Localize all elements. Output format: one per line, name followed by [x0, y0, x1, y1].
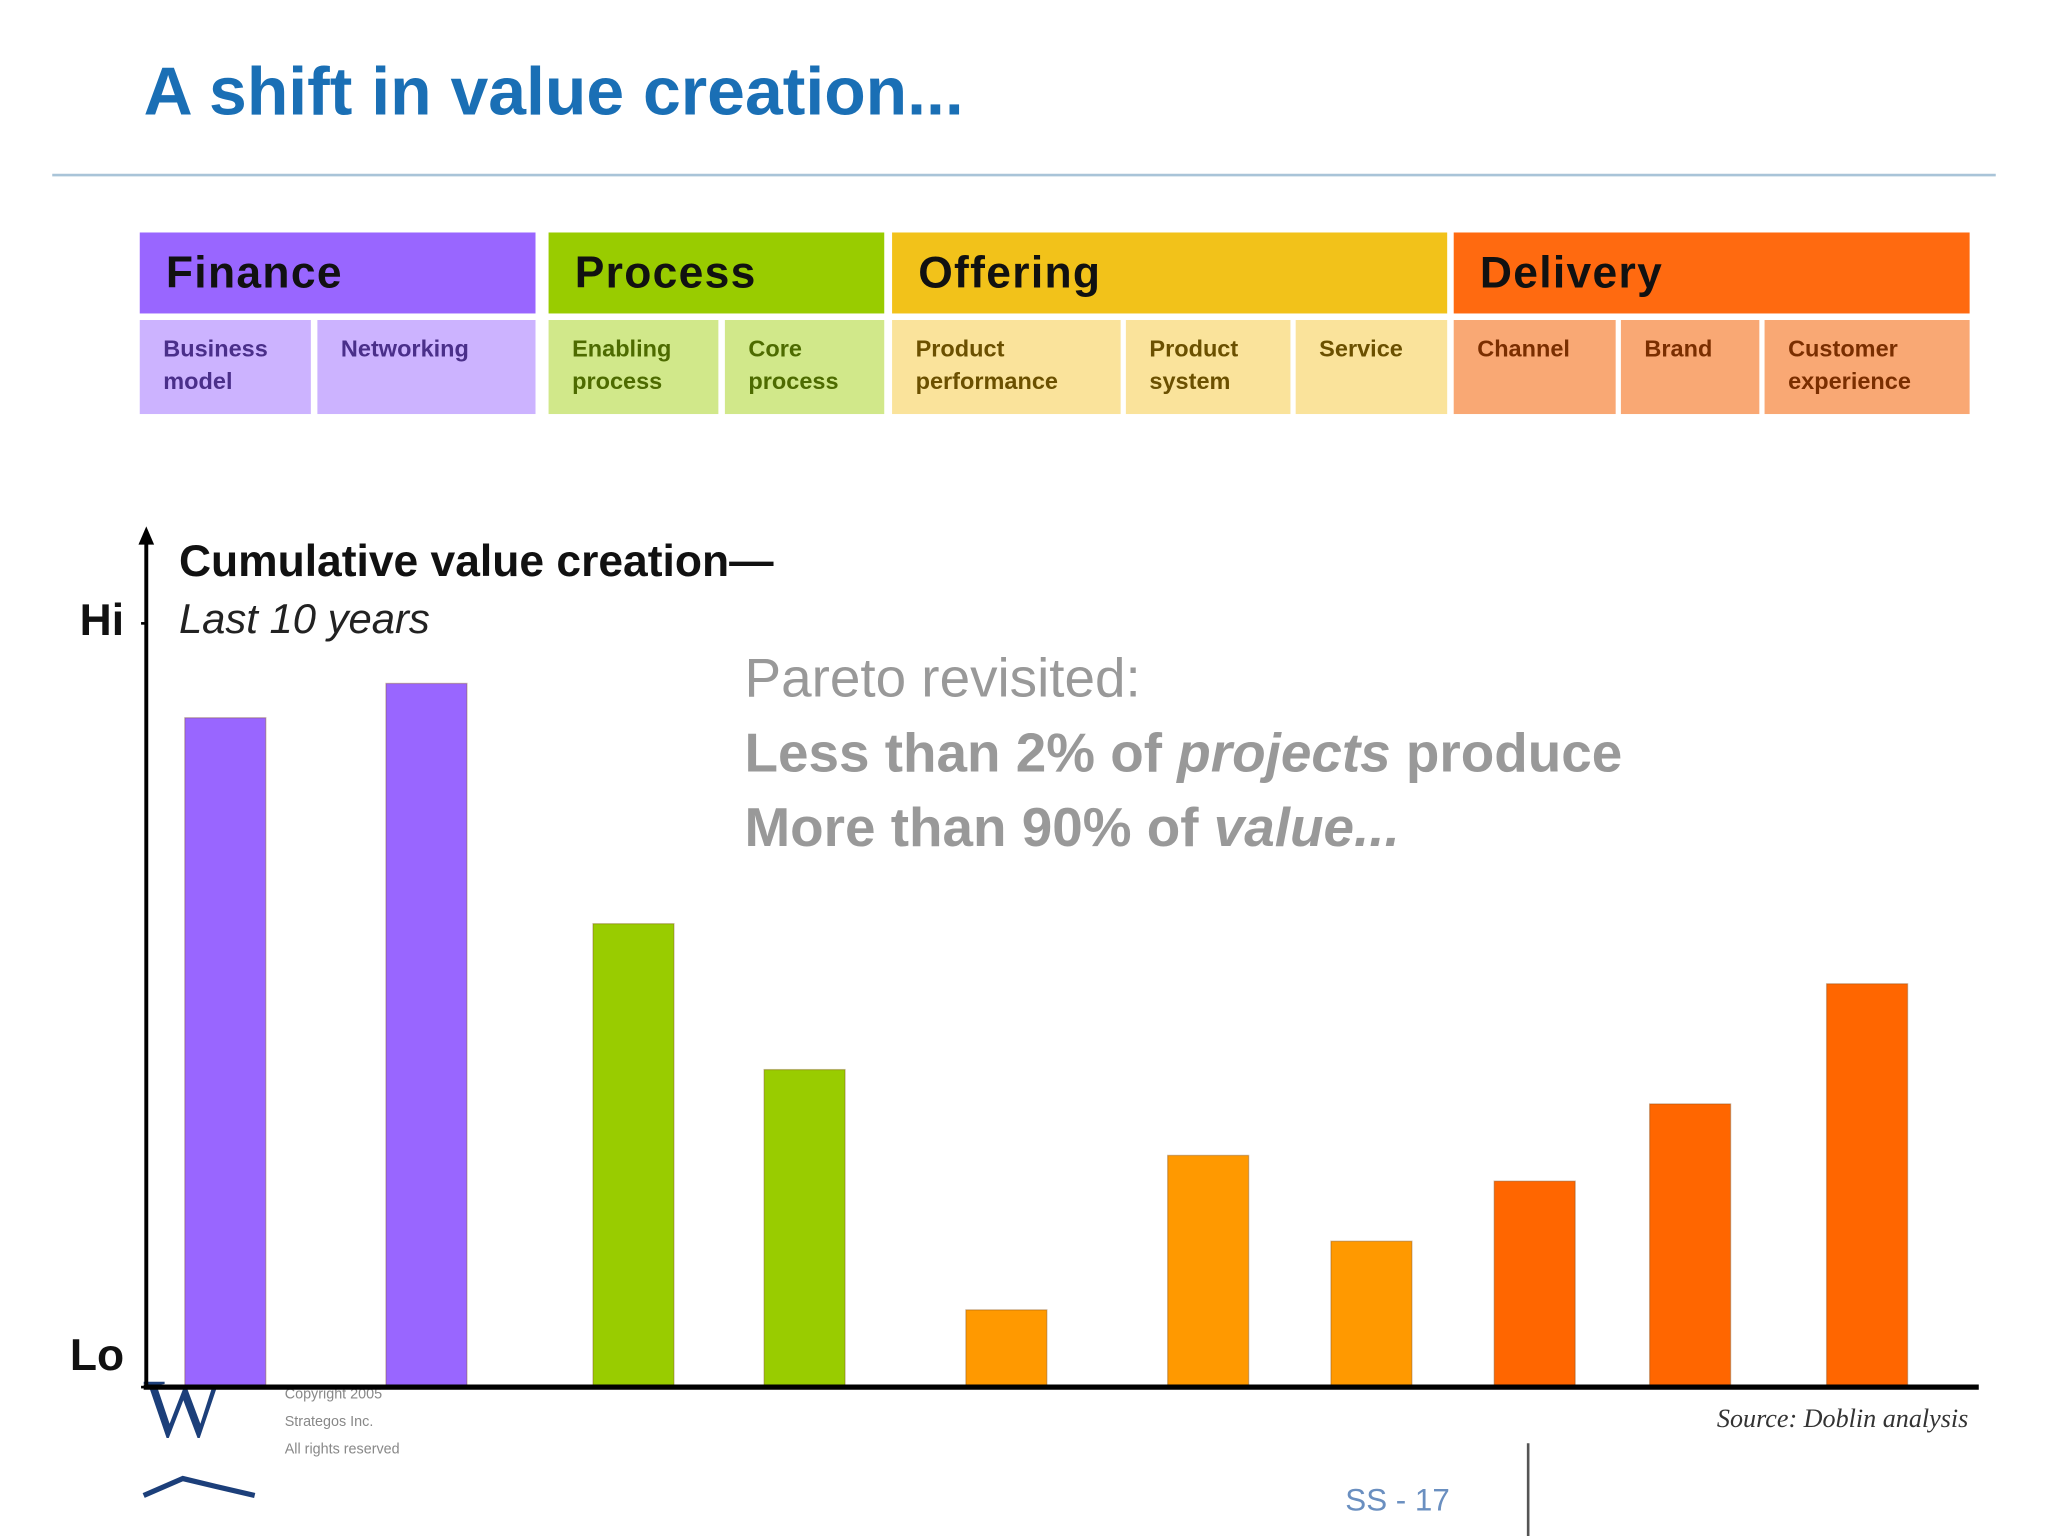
bar [763, 1068, 846, 1388]
bar [592, 923, 675, 1388]
copyright: All rights reserved [285, 1442, 400, 1458]
slide-title: A shift in value creation... [144, 55, 964, 130]
bar [1493, 1180, 1576, 1388]
bar [1330, 1240, 1413, 1388]
source: Source: Doblin analysis [1717, 1404, 1968, 1433]
category-cell: Core process [724, 319, 885, 415]
y-tick-label: Hi [80, 596, 124, 645]
copyright: Copyright 2005 [285, 1387, 382, 1403]
bar [385, 682, 468, 1388]
category-cell: Customer experience [1764, 319, 1970, 415]
annotation-heading: Pareto revisited: [744, 646, 1140, 708]
category-cell: Product performance [892, 319, 1121, 415]
bar [965, 1309, 1048, 1388]
page-number: SS - 17 [1345, 1482, 1449, 1517]
annotation-segment: projects [1175, 722, 1390, 784]
category-cell: Product system [1125, 319, 1291, 415]
copyright: Strategos Inc. [285, 1414, 374, 1430]
group-header: Offering [892, 232, 1448, 314]
category-cell: Networking [317, 319, 536, 415]
logo-swoosh [142, 1475, 256, 1499]
bar [184, 717, 267, 1388]
annotation-segment: produce [1391, 722, 1623, 784]
y-axis-subtitle: Last 10 years [179, 595, 430, 642]
annotation-segment: Less than 2% of [744, 722, 1177, 784]
group-header: Process [548, 232, 885, 314]
category-cell: Channel [1453, 319, 1616, 415]
annotation-segment: value... [1214, 796, 1400, 858]
y-axis-title: Cumulative value creation— [179, 537, 774, 586]
category-cell: Brand [1620, 319, 1760, 415]
group-header: Finance [139, 232, 536, 314]
category-cell: Business model [139, 319, 311, 415]
bar [1167, 1154, 1250, 1388]
bar [1648, 1103, 1732, 1388]
annotation-line: More than 90% of value... [744, 796, 1399, 858]
group-header: Delivery [1453, 232, 1970, 314]
y-axis-arrow [138, 526, 155, 545]
bar [1825, 983, 1909, 1388]
annotation-line: Less than 2% of projects produce [744, 722, 1622, 784]
category-cell: Service [1295, 319, 1448, 415]
y-tick-label: Lo [70, 1331, 124, 1380]
category-cell: Enabling process [548, 319, 719, 415]
annotation-segment: More than 90% of [744, 796, 1213, 858]
